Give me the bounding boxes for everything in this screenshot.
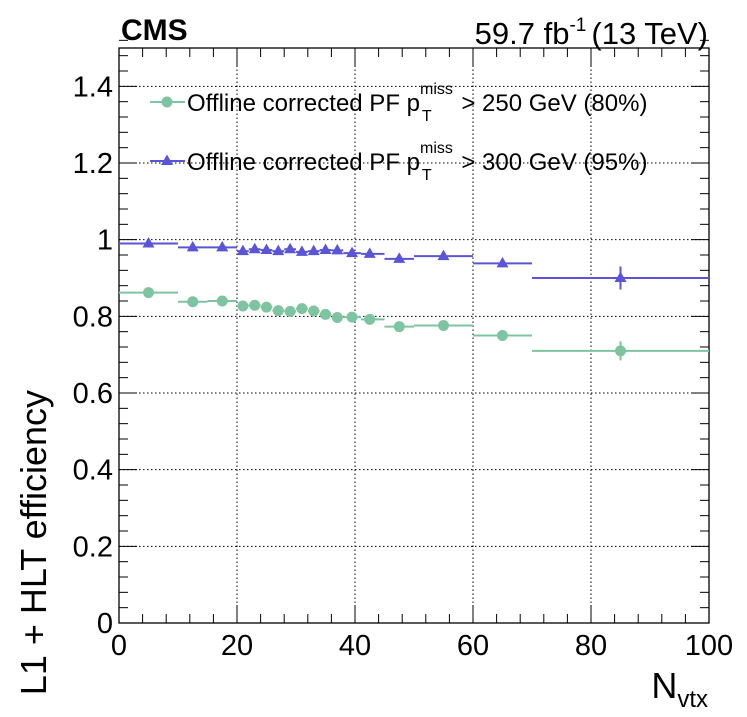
data-point-triangle (236, 244, 249, 256)
axis-ticks (118, 39, 710, 624)
data-point-circle (615, 345, 626, 357)
y-axis-title: L1 + HLT efficiency (13, 390, 54, 695)
data-point-circle (284, 305, 296, 317)
legend-entry-300: Offline corrected PF pmiss T > 300 GeV (9… (150, 140, 647, 184)
data-point-circle (438, 320, 449, 332)
x-axis-title: Nvtx (651, 665, 708, 713)
data-point-triangle (614, 271, 627, 282)
plot-frame (118, 47, 710, 624)
y-tick-label: 1 (97, 225, 113, 257)
data-point-circle (364, 313, 376, 325)
data-point-circle (216, 295, 228, 307)
data-point-triangle (248, 242, 261, 254)
series-pt250 (119, 287, 709, 361)
legend-marker-triangle (161, 154, 173, 165)
legend-label-300: Offline corrected PF pmiss T > 300 GeV (9… (187, 140, 647, 184)
data-series (119, 237, 709, 361)
data-point-circle (331, 311, 343, 323)
y-tick-label: 0 (97, 608, 113, 640)
data-point-triangle (319, 243, 332, 255)
data-point-circle (346, 311, 358, 323)
series-pt300 (119, 237, 709, 290)
data-point-triangle (216, 240, 229, 252)
x-tick-label: 0 (111, 630, 127, 662)
y-tick-label: 0.8 (73, 301, 113, 333)
data-point-circle (308, 305, 320, 317)
data-point-triangle (284, 242, 297, 254)
data-point-circle (296, 303, 308, 315)
legend-entry-250: Offline corrected PF pmiss T > 250 GeV (8… (150, 81, 647, 125)
data-point-circle (497, 330, 508, 341)
data-point-circle (187, 296, 199, 308)
data-point-triangle (496, 256, 509, 268)
y-tick-label: 0.6 (73, 378, 113, 410)
legend: Offline corrected PF pmiss T > 250 GeV (8… (150, 81, 647, 184)
data-point-triangle (346, 246, 359, 258)
data-point-triangle (260, 243, 273, 255)
lumi-label: 59.7 fb-1 (13 TeV) (475, 15, 708, 51)
data-point-triangle (437, 249, 450, 261)
data-point-triangle (295, 245, 308, 256)
tick-labels: 0 20 40 60 80 100 0 0.2 0.4 0.6 0.8 1 1.2 1.4 (73, 71, 734, 662)
data-point-circle (272, 305, 284, 317)
experiment-label: CMS (121, 14, 188, 47)
y-tick-label: 1.4 (73, 71, 113, 103)
legend-marker-circle (161, 96, 173, 108)
data-point-triangle (363, 247, 376, 258)
y-tick-label: 0.4 (73, 455, 113, 487)
y-tick-label: 1.2 (73, 148, 113, 180)
data-point-triangle (393, 252, 406, 263)
legend-label-250: Offline corrected PF pmiss T > 250 GeV (8… (187, 81, 647, 125)
data-point-triangle (272, 244, 285, 256)
y-tick-label: 0.2 (73, 531, 113, 563)
data-point-circle (393, 321, 405, 333)
data-point-triangle (307, 244, 320, 256)
grid-lines (119, 48, 709, 623)
x-tick-label: 100 (685, 630, 733, 662)
data-point-circle (143, 287, 154, 299)
data-point-triangle (142, 237, 155, 248)
data-point-circle (261, 301, 272, 313)
data-point-circle (249, 299, 261, 311)
data-point-triangle (331, 243, 344, 255)
x-tick-label: 20 (221, 630, 253, 662)
x-tick-label: 80 (575, 630, 607, 662)
data-point-circle (237, 300, 249, 312)
data-point-triangle (186, 240, 199, 252)
x-tick-label: 40 (339, 630, 371, 662)
data-point-circle (320, 308, 331, 320)
x-tick-label: 60 (457, 630, 489, 662)
